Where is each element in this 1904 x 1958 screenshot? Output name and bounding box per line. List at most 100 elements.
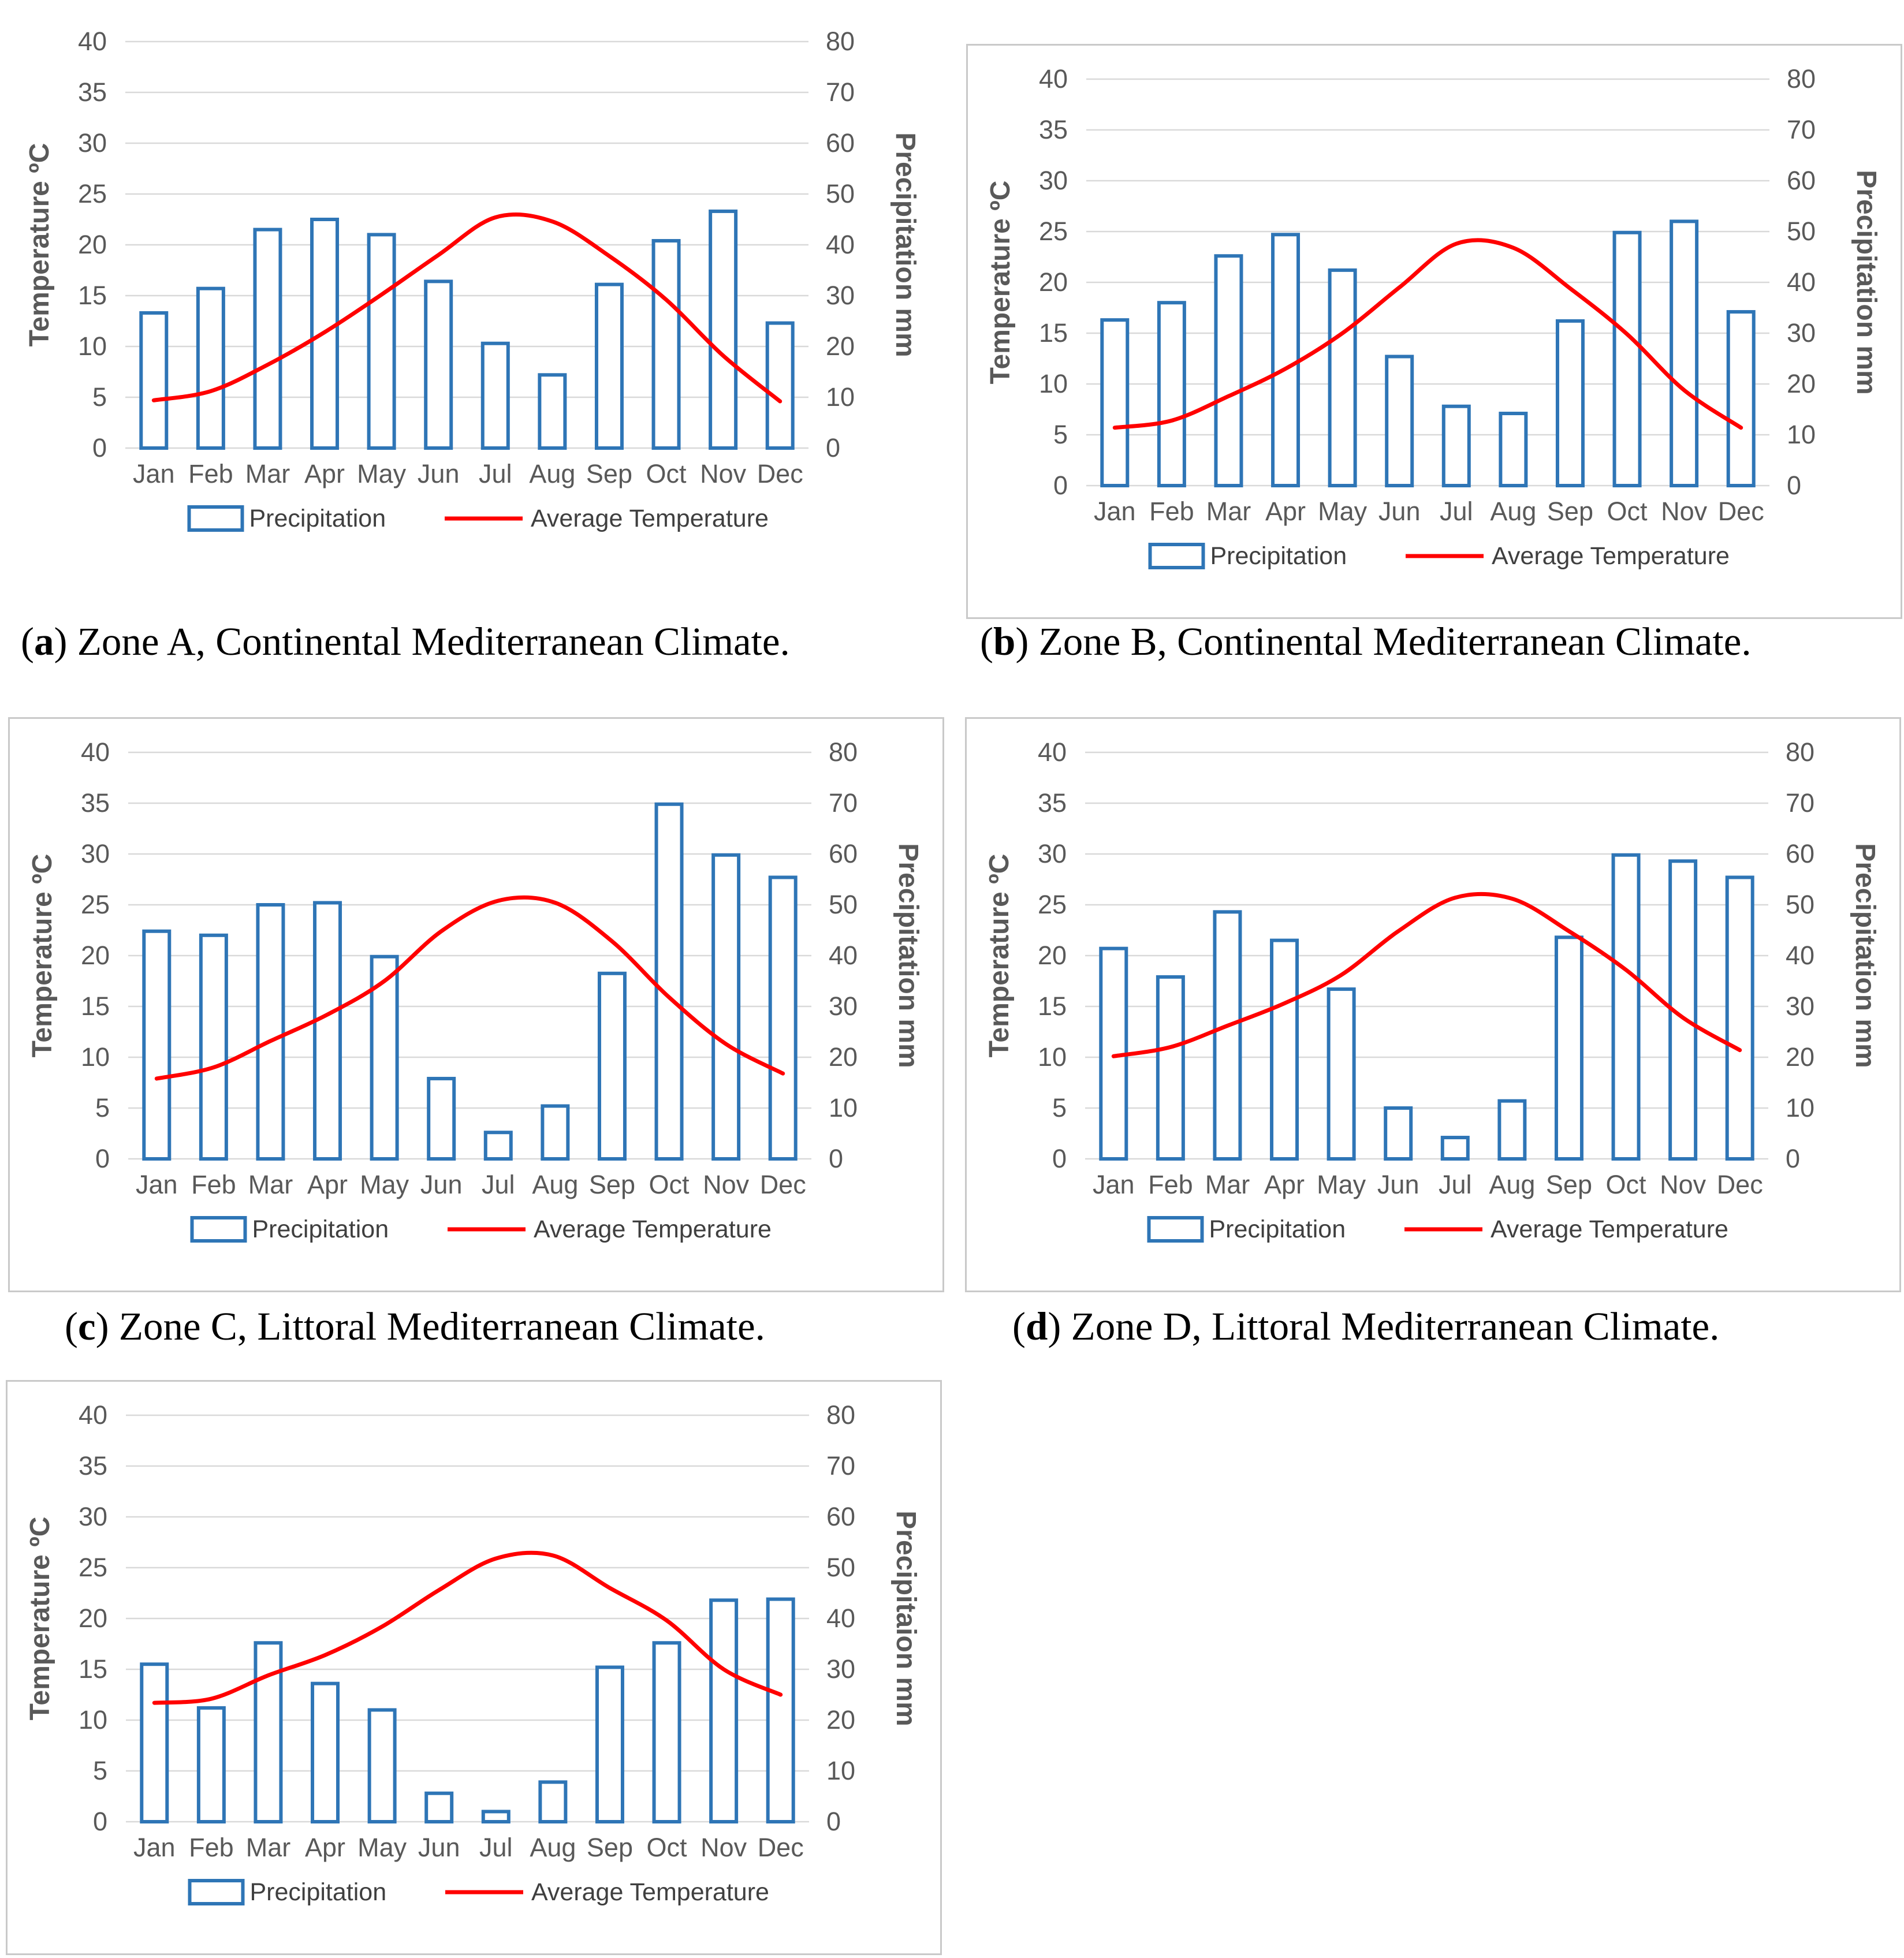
month-axis-labels: Jan Feb Mar Apr May Jun Jul Aug Sep Oct Nov Dec <box>1094 497 1764 526</box>
svg-text:30: 30 <box>81 839 110 868</box>
svg-text:50: 50 <box>829 890 858 919</box>
svg-text:40: 40 <box>79 1400 107 1430</box>
svg-text:80: 80 <box>1786 737 1814 767</box>
legend-temperature-label: Average Temperature <box>534 1215 772 1243</box>
svg-text:20: 20 <box>829 1042 858 1072</box>
svg-text:Sep: Sep <box>587 1833 633 1862</box>
svg-text:50: 50 <box>826 1553 855 1582</box>
svg-text:Jul: Jul <box>1439 1170 1472 1199</box>
svg-text:Dec: Dec <box>1717 1170 1763 1199</box>
precip-bar-aug <box>538 373 567 450</box>
legend-precipitation-swatch <box>1148 543 1205 569</box>
svg-text:Mar: Mar <box>245 459 290 488</box>
svg-text:60: 60 <box>826 1502 855 1531</box>
svg-text:Apr: Apr <box>304 459 345 488</box>
svg-text:10: 10 <box>1786 1093 1814 1122</box>
legend-temperature-label: Average Temperature <box>1491 1215 1728 1243</box>
precip-bar-oct <box>1612 230 1642 487</box>
precip-bar-may <box>370 954 399 1161</box>
svg-text:25: 25 <box>1038 890 1067 919</box>
precip-bar-sep <box>1554 935 1583 1161</box>
svg-text:May: May <box>1317 1170 1366 1199</box>
average-temperature-line <box>152 1550 783 1705</box>
caption-open-paren: ( <box>1012 1304 1026 1348</box>
precip-bar-mar <box>254 1641 283 1823</box>
svg-text:May: May <box>360 1170 409 1199</box>
svg-text:20: 20 <box>1039 267 1068 297</box>
caption-open-paren: ( <box>65 1304 78 1348</box>
precip-bar-jul <box>1441 404 1471 487</box>
svg-text:40: 40 <box>81 737 110 767</box>
precip-bar-jan <box>142 929 172 1161</box>
precip-bar-jul <box>481 1810 511 1824</box>
caption-letter: a <box>33 620 54 663</box>
gridlines <box>128 751 811 1160</box>
precip-bar-jun <box>424 1791 454 1823</box>
legend: Precipitation Average Temperature <box>188 1878 769 1906</box>
left-axis-tick-labels: 0 5 10 15 20 25 30 35 40 <box>1039 64 1068 500</box>
precip-bar-jun <box>1384 1106 1413 1161</box>
svg-text:50: 50 <box>826 179 855 208</box>
legend-precipitation-swatch <box>188 1879 245 1905</box>
gridlines <box>1085 751 1768 1160</box>
svg-text:Nov: Nov <box>1660 1170 1706 1199</box>
svg-text:30: 30 <box>826 1654 855 1684</box>
right-axis-title: Precipitaion mm <box>890 1511 921 1726</box>
right-axis-title: Precipitation mm <box>1851 170 1881 394</box>
svg-text:5: 5 <box>1052 1093 1067 1122</box>
caption-zone-c: (c) Zone C, Littoral Mediterranean Clima… <box>65 1304 765 1349</box>
svg-text:40: 40 <box>1786 941 1814 970</box>
climograph-zone-b: 0 5 10 15 20 25 30 35 40 0 10 20 30 40 50 60 70 80 Tempera… <box>966 44 1902 619</box>
caption-letter: c <box>77 1304 96 1348</box>
caption-text: Zone A, Continental Mediterranean Climat… <box>67 620 790 663</box>
legend: Precipitation Average Temperature <box>187 505 769 532</box>
precip-bar-feb <box>1156 975 1185 1161</box>
precip-bar-jan <box>1100 318 1130 487</box>
svg-text:40: 40 <box>1038 737 1067 767</box>
svg-text:Jan: Jan <box>136 1170 178 1199</box>
precip-bar-oct <box>652 1641 681 1823</box>
right-axis-tick-labels: 0 10 20 30 40 50 60 70 80 <box>826 1400 855 1836</box>
svg-text:10: 10 <box>1038 1042 1067 1072</box>
svg-text:40: 40 <box>826 230 855 259</box>
svg-text:Sep: Sep <box>1547 497 1593 526</box>
precip-bar-feb <box>196 1706 226 1823</box>
svg-text:40: 40 <box>78 27 107 56</box>
svg-text:Jun: Jun <box>420 1170 463 1199</box>
svg-text:Oct: Oct <box>646 459 687 488</box>
precip-bar-jan <box>140 1662 169 1823</box>
svg-text:Apr: Apr <box>307 1170 348 1199</box>
precip-bar-oct <box>651 238 681 450</box>
month-axis-labels: Jan Feb Mar Apr May Jun Jul Aug Sep Oct Nov Dec <box>133 1833 804 1862</box>
precip-bar-feb <box>196 286 225 450</box>
svg-text:Feb: Feb <box>191 1170 236 1199</box>
precip-bar-aug <box>1497 1099 1527 1161</box>
svg-text:Mar: Mar <box>1205 1170 1250 1199</box>
svg-text:Feb: Feb <box>1149 497 1194 526</box>
svg-text:40: 40 <box>1787 267 1816 297</box>
svg-text:Jul: Jul <box>479 459 512 488</box>
svg-text:Mar: Mar <box>246 1833 291 1862</box>
right-axis-title: Precipitation mm <box>1850 843 1880 1068</box>
svg-text:Feb: Feb <box>1148 1170 1193 1199</box>
svg-text:Sep: Sep <box>1546 1170 1592 1199</box>
svg-text:20: 20 <box>81 941 110 970</box>
svg-text:Dec: Dec <box>1718 497 1764 526</box>
svg-text:Oct: Oct <box>1606 1170 1647 1199</box>
svg-text:80: 80 <box>826 1400 855 1430</box>
precip-bar-sep <box>595 1665 624 1823</box>
precipitation-bars <box>139 209 795 450</box>
svg-text:Jun: Jun <box>418 1833 460 1862</box>
precip-bar-oct <box>1611 853 1641 1161</box>
svg-text:May: May <box>1318 497 1368 526</box>
svg-text:20: 20 <box>826 1705 855 1735</box>
svg-text:35: 35 <box>79 1451 107 1480</box>
svg-text:Apr: Apr <box>1264 1170 1305 1199</box>
right-axis-tick-labels: 0 10 20 30 40 50 60 70 80 <box>1787 64 1816 500</box>
svg-text:Aug: Aug <box>1489 1170 1535 1199</box>
precip-bar-jan <box>139 311 169 450</box>
precip-bar-mar <box>1214 254 1243 487</box>
svg-text:25: 25 <box>78 179 107 208</box>
svg-text:0: 0 <box>95 1144 110 1173</box>
